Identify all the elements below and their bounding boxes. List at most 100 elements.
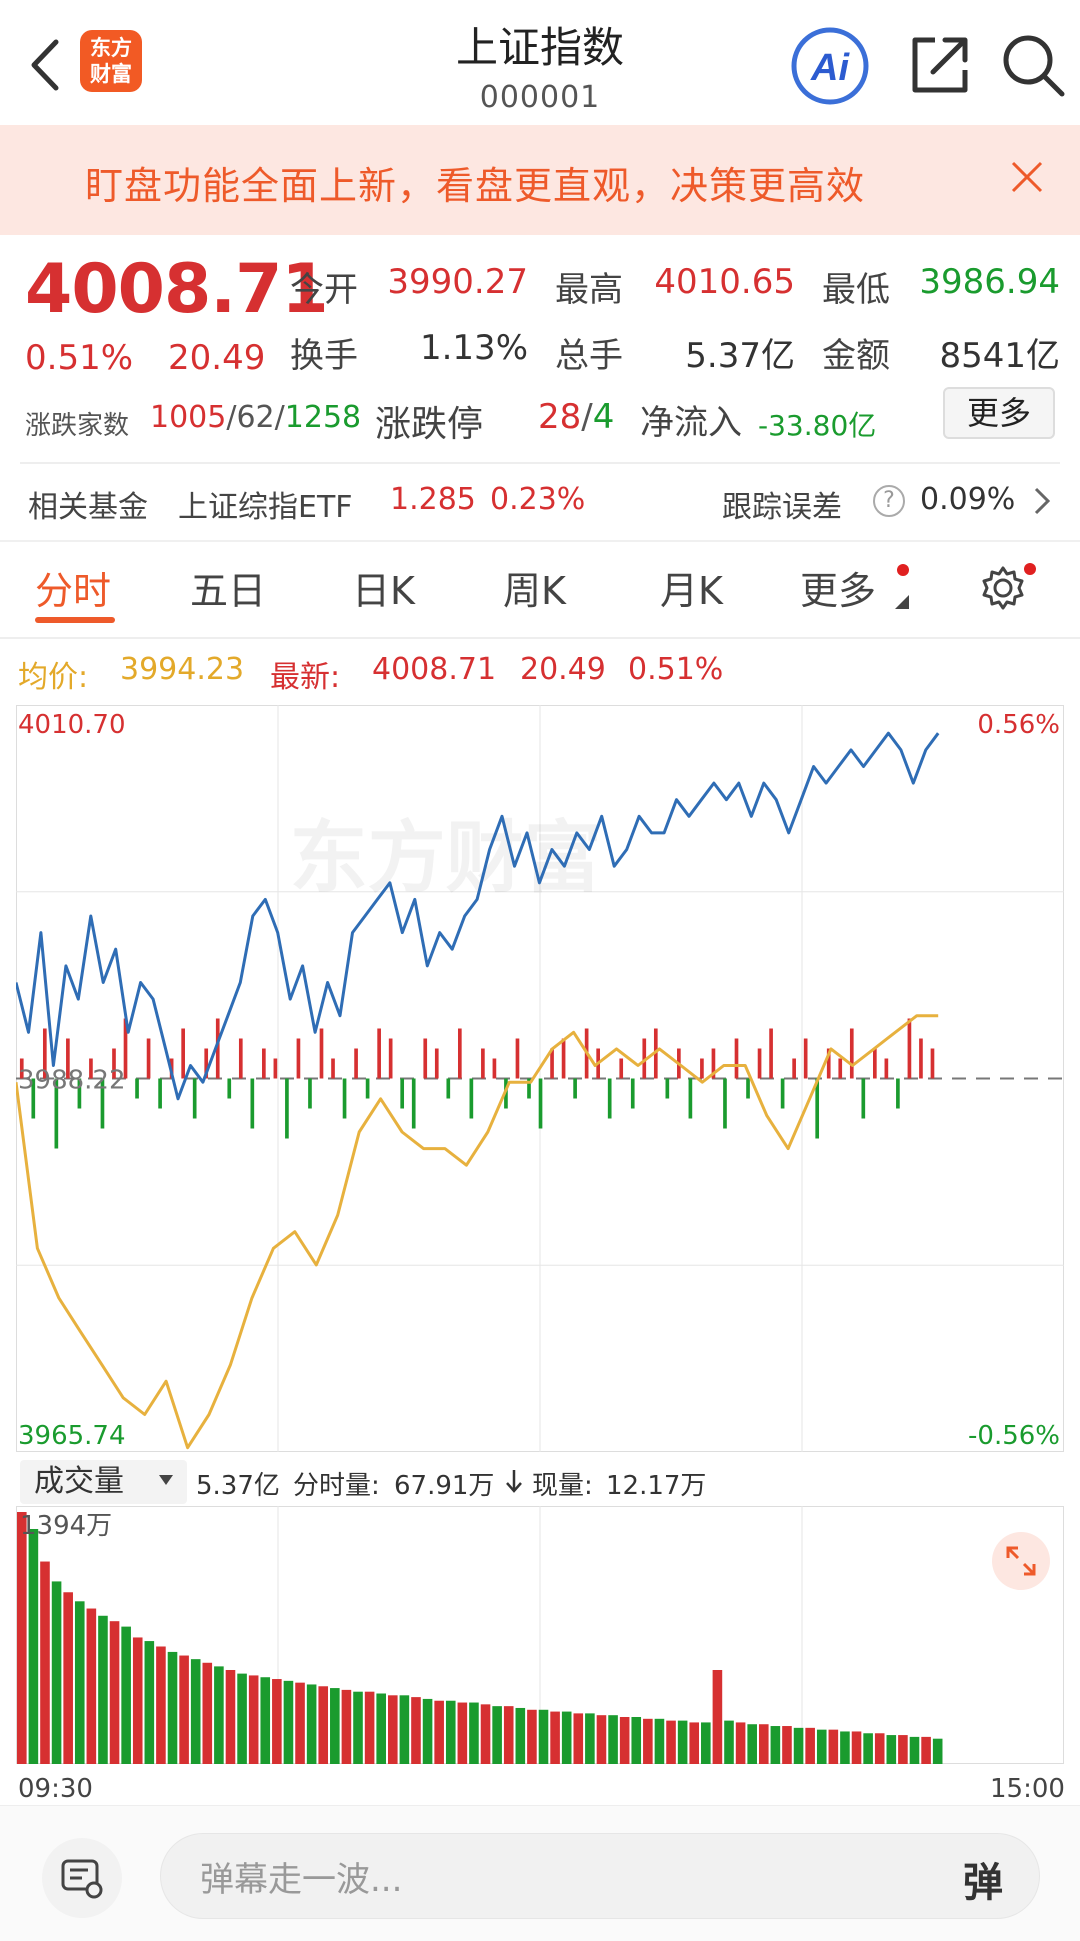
stat-label: 总手 [555,336,623,376]
avg-price-value: 3994.23 [120,652,245,687]
flow-bar [388,1038,393,1079]
stat-value: 1.13% [419,328,528,368]
tab-monthly-k[interactable]: 月K [660,569,723,613]
volume-bar [353,1691,363,1764]
dropdown-corner-icon [895,595,909,609]
current-price: 4008.71 [25,250,329,329]
page-title: 上证指数 [455,23,624,72]
volume-bar [74,1601,85,1764]
danmu-placeholder: 弹幕走一波... [200,1860,403,1900]
flow-bar [112,1048,116,1079]
volume-bar [457,1702,468,1764]
flow-bar [492,1058,497,1079]
flow-bar [757,1048,762,1079]
flow-bar [561,1038,566,1079]
flow-bar [158,1078,162,1109]
flow-bar [31,1078,36,1119]
flow-bar [723,1078,727,1129]
flow-bar [100,1078,105,1129]
stat-value: 8541亿 [939,336,1060,376]
flow-bar [354,1048,358,1079]
volume-bar [17,1512,27,1764]
settings-gear-icon[interactable] [978,563,1028,613]
indicator-select[interactable]: 成交量 [20,1460,187,1504]
flow-bar [734,1038,739,1079]
flow-bar [803,1038,808,1079]
arrow-down-icon [506,1470,522,1493]
flow-bar [250,1078,255,1129]
net-inflow-label: 净流入 [640,403,742,443]
minute-volume-value: 67.91万 [394,1471,495,1501]
flow-bar [838,1058,843,1079]
flow-bar [907,1018,912,1079]
flow-bar [434,1048,439,1079]
tab-more[interactable]: 更多 [800,569,877,613]
volume-bar [747,1724,757,1764]
tab-intraday[interactable]: 分时 [35,569,112,613]
tab-five-day[interactable]: 五日 [190,569,267,613]
volume-bar [701,1722,711,1764]
divider [20,462,1060,464]
volume-chart[interactable]: 1394万 [16,1506,1064,1764]
flow-bar [227,1078,232,1099]
volume-bar [851,1731,862,1764]
volume-bar [40,1561,50,1764]
volume-bar [782,1726,792,1764]
latest-percent: 0.51% [628,652,724,687]
volume-bar [376,1693,386,1764]
chevron-right-icon[interactable] [1030,485,1054,517]
caret-down-icon[interactable] [158,1472,174,1488]
flow-bar [826,1048,831,1079]
volume-bar [654,1718,665,1764]
tab-weekly-k[interactable]: 周K [503,569,566,613]
flow-bar [630,1078,635,1109]
now-volume-value: 12.17万 [606,1471,707,1501]
more-button[interactable]: 更多 [943,387,1055,439]
volume-bar [573,1713,584,1764]
intraday-price-chart[interactable]: 东方财富 4010.70 3988.22 3965.74 0.56% -0.56% [16,705,1064,1452]
net-inflow-value: -33.80亿 [758,409,877,442]
flow-bar [481,1048,485,1079]
close-icon[interactable] [1005,155,1049,199]
stat-value: 3986.94 [919,262,1060,302]
flow-bar [861,1078,866,1119]
volume-bar [492,1706,502,1764]
flow-bar [711,1048,716,1079]
flow-bar [262,1048,266,1079]
volume-bar [712,1669,723,1764]
flow-bar [849,1028,854,1079]
help-icon[interactable]: ? [873,485,905,517]
search-icon[interactable] [998,30,1068,100]
flow-bar [123,1018,128,1079]
avg-price-line [16,1014,939,1450]
y-tick-right-bottom: -0.56% [968,1421,1060,1451]
flow-bar [273,1058,278,1079]
danmu-input[interactable] [160,1833,1040,1919]
danmu-settings-button[interactable] [42,1838,122,1918]
limit-label: 涨跌停 [375,404,484,445]
volume-bar [98,1615,108,1764]
expand-icon[interactable] [990,1530,1052,1592]
volume-bar [909,1736,920,1764]
volume-bar [318,1686,329,1764]
tab-daily-k[interactable]: 日K [352,569,415,613]
back-icon[interactable] [22,30,72,100]
flow-bar [642,1038,647,1079]
volume-bar [51,1581,62,1764]
fund-name: 上证综指ETF [178,490,353,525]
ai-assistant-icon[interactable]: Ai [790,26,870,106]
share-icon[interactable] [905,30,975,100]
volume-bar [585,1713,595,1764]
volume-bar [121,1626,131,1764]
volume-bar [167,1651,178,1764]
volume-bar [631,1716,642,1764]
flow-bar [873,1048,877,1079]
flow-bar [665,1078,670,1099]
flow-bar [550,1048,554,1079]
volume-bar [411,1697,421,1764]
flow-bar [181,1028,185,1079]
banner-text[interactable]: 盯盘功能全面上新，看盘更直观，决策更高效 [85,164,866,208]
danmu-send-button[interactable]: 弹 [963,1860,1003,1906]
flow-bar [296,1038,301,1079]
volume-bar [805,1727,815,1764]
